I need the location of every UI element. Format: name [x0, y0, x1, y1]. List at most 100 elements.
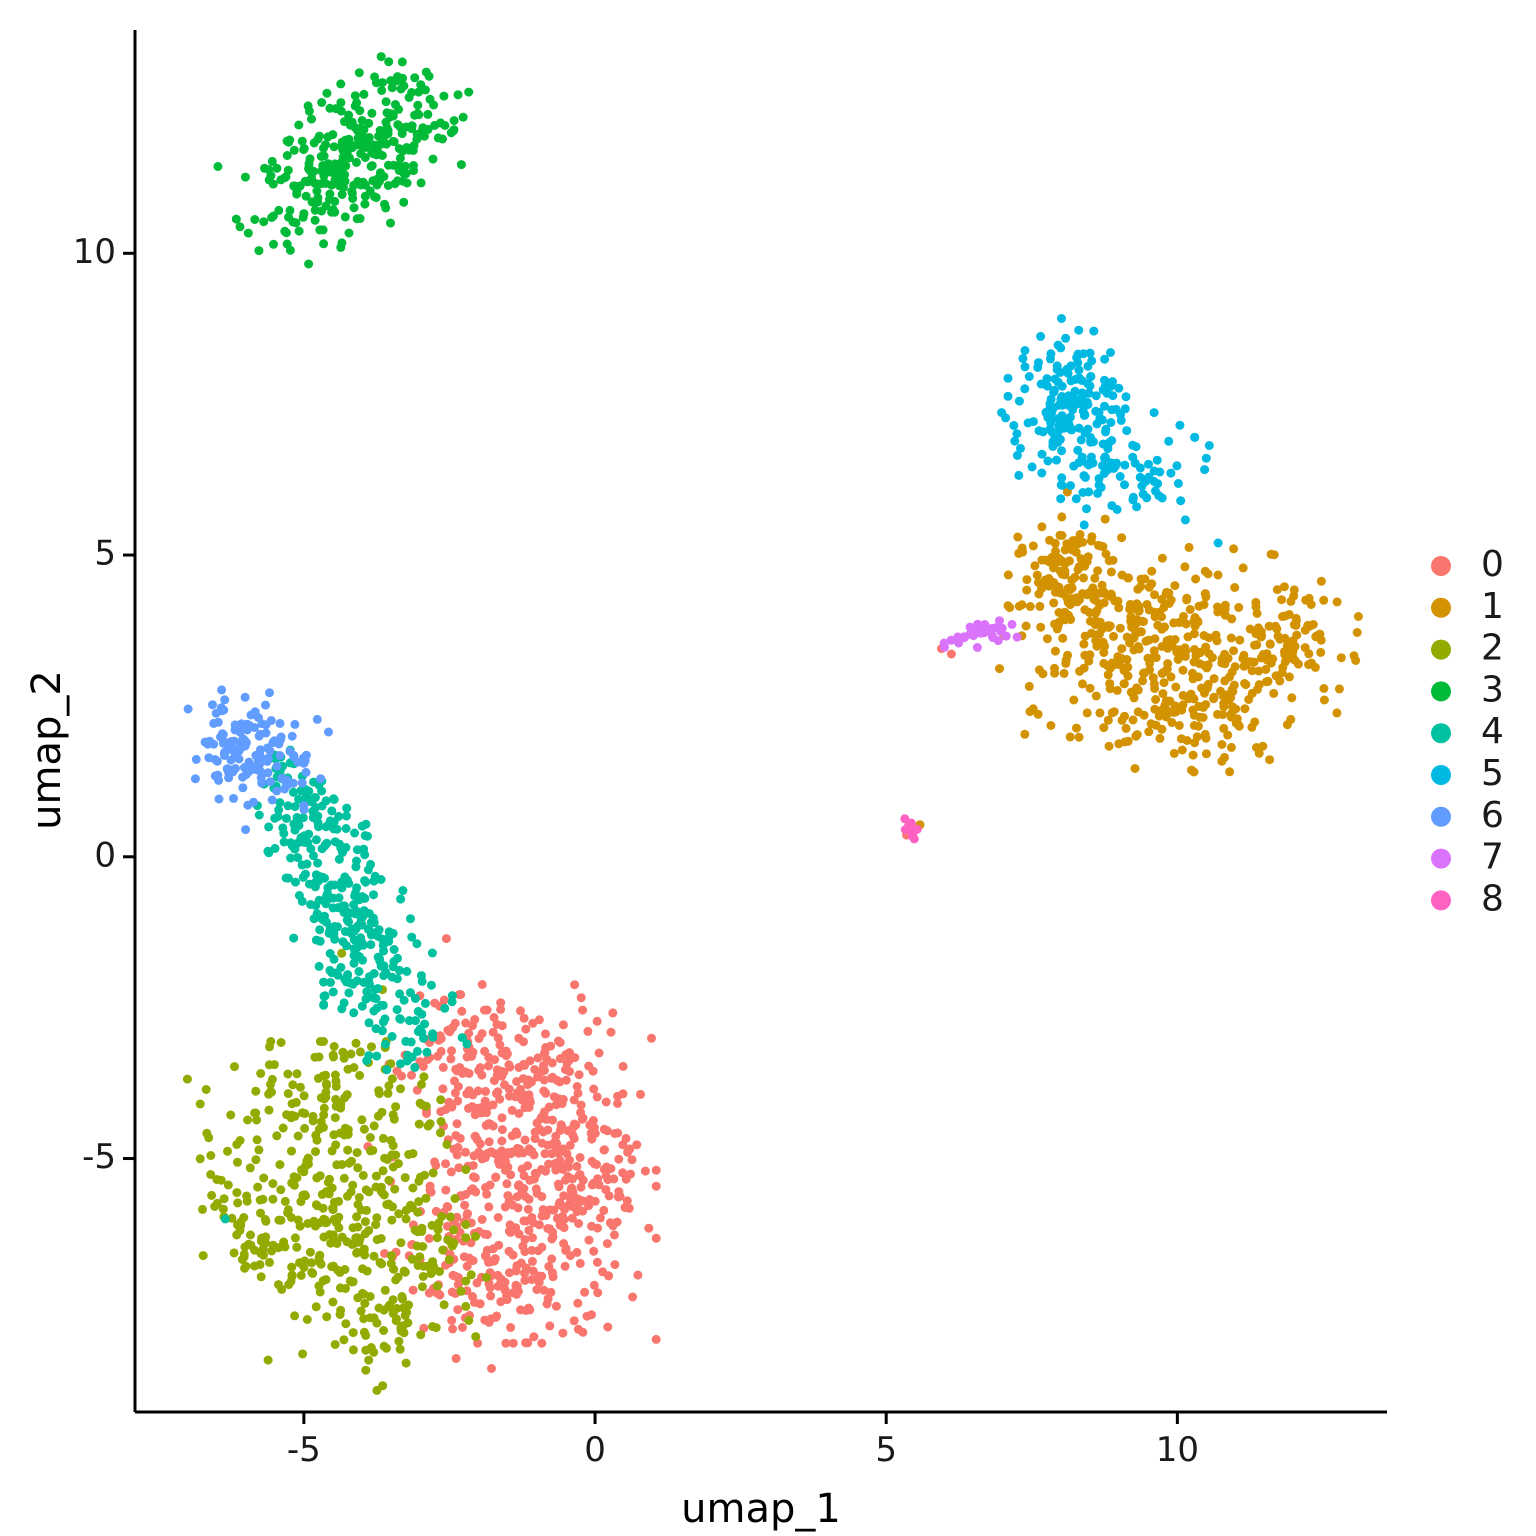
point	[1203, 683, 1212, 693]
point	[1082, 708, 1092, 718]
point	[507, 1105, 517, 1115]
point	[1150, 590, 1159, 600]
point	[1076, 435, 1086, 445]
point	[260, 163, 269, 173]
point	[1018, 354, 1028, 363]
point	[1091, 391, 1101, 401]
point	[520, 1276, 530, 1285]
point	[255, 766, 265, 776]
point	[432, 1281, 442, 1291]
point	[506, 1149, 516, 1159]
point	[313, 858, 323, 868]
point	[217, 685, 227, 695]
point	[520, 1135, 530, 1145]
point	[361, 1365, 371, 1375]
point	[276, 735, 285, 745]
point	[291, 877, 300, 887]
point	[453, 1305, 463, 1315]
point	[1213, 538, 1223, 548]
point	[214, 775, 224, 785]
point	[389, 160, 398, 170]
point	[289, 145, 299, 155]
point	[1261, 664, 1271, 674]
point	[436, 1095, 446, 1105]
y-tick-label: -5	[82, 1137, 116, 1177]
point	[355, 1070, 365, 1080]
point	[484, 1061, 493, 1071]
point	[359, 1314, 369, 1324]
point	[614, 1154, 624, 1164]
point	[1085, 348, 1095, 358]
point	[1284, 672, 1294, 682]
point	[552, 1158, 562, 1168]
point	[593, 1174, 603, 1184]
point	[461, 1233, 471, 1243]
point	[512, 1192, 522, 1202]
point	[374, 1303, 384, 1313]
point	[1157, 642, 1167, 651]
point	[1223, 730, 1233, 740]
point	[1091, 406, 1101, 416]
point	[1089, 326, 1099, 336]
point	[428, 1029, 438, 1039]
point	[438, 1062, 448, 1072]
point	[1034, 426, 1044, 436]
point	[1199, 631, 1209, 640]
point	[407, 932, 417, 942]
point	[381, 117, 391, 127]
point	[651, 1334, 661, 1344]
point	[1021, 621, 1031, 631]
point	[293, 757, 303, 767]
point	[1095, 617, 1105, 627]
point	[946, 635, 956, 645]
point	[979, 625, 989, 635]
point	[206, 1151, 216, 1160]
point	[1229, 544, 1239, 554]
point	[1012, 429, 1022, 439]
point	[628, 1292, 638, 1302]
point	[1165, 639, 1175, 649]
point	[214, 794, 224, 804]
point	[1164, 588, 1174, 598]
point	[560, 1204, 570, 1214]
point	[414, 1176, 424, 1186]
point	[239, 1213, 249, 1222]
point	[344, 917, 353, 927]
point	[390, 100, 400, 109]
point	[289, 933, 299, 943]
point	[1303, 620, 1313, 630]
point	[537, 1338, 547, 1348]
point	[373, 1111, 383, 1121]
point	[1150, 704, 1160, 714]
point	[1178, 665, 1188, 675]
point	[508, 1338, 518, 1348]
point	[491, 1088, 501, 1098]
point	[329, 824, 339, 834]
point	[447, 1046, 456, 1056]
point	[265, 777, 275, 787]
point	[470, 1131, 480, 1141]
point	[497, 1146, 507, 1156]
point	[613, 1099, 622, 1108]
point	[330, 1340, 340, 1349]
point	[370, 72, 380, 82]
point	[414, 87, 424, 97]
point	[497, 1136, 507, 1146]
point	[547, 1058, 557, 1068]
point	[352, 157, 361, 167]
point	[419, 1072, 429, 1082]
point	[521, 1338, 531, 1348]
point	[445, 1212, 455, 1222]
point	[1133, 685, 1143, 695]
point	[1078, 679, 1087, 689]
point	[369, 890, 378, 900]
point	[1103, 670, 1113, 680]
point	[211, 708, 221, 718]
point	[1199, 600, 1209, 610]
point	[201, 1085, 211, 1094]
point	[403, 1318, 413, 1328]
point	[610, 1260, 620, 1270]
point	[346, 1049, 356, 1059]
point	[404, 1150, 414, 1159]
point	[349, 1063, 359, 1072]
